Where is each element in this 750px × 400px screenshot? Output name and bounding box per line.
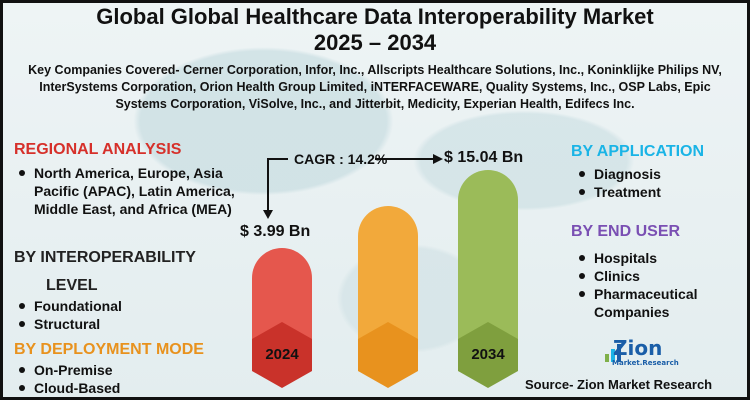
end-year-label: 2034 — [471, 346, 505, 363]
start-value-label: $ 3.99 Bn — [240, 223, 311, 240]
application-list: Diagnosis Treatment — [576, 165, 741, 201]
list-item: On-Premise — [16, 361, 216, 379]
application-heading: BY APPLICATION — [571, 143, 705, 160]
cagr-arrow — [267, 158, 435, 212]
end-value-label: $ 15.04 Bn — [444, 149, 524, 166]
interoperability-list: Foundational Structural — [16, 297, 216, 333]
arrow-head-down — [263, 210, 273, 219]
deployment-heading: BY DEPLOYMENT MODE — [14, 341, 204, 358]
interoperability-heading: BY INTEROPERABILITY LEVEL — [14, 248, 196, 296]
title-line-2: 2025 – 2034 — [313, 30, 437, 55]
list-item: Clinics — [576, 267, 741, 285]
arrow-head-right — [433, 154, 443, 164]
end-user-heading: BY END USER — [571, 223, 681, 240]
bar-2034 — [458, 170, 518, 340]
logo-sub: Market.Research — [612, 359, 679, 367]
deployment-list: On-Premise Cloud-Based — [16, 361, 216, 397]
title-line-1: Global Global Healthcare Data Interopera… — [96, 4, 654, 29]
regional-list: North America, Europe, Asia Pacific (APA… — [16, 164, 241, 218]
hexagon-2034 — [458, 322, 518, 388]
list-item: Hospitals — [576, 249, 741, 267]
page-title: Global Global Healthcare Data Interopera… — [0, 4, 750, 56]
hexagon-2024 — [252, 322, 312, 388]
source-text: Source- Zion Market Research — [525, 377, 713, 392]
logo-name: Zion — [613, 336, 663, 360]
zion-logo-icon — [605, 344, 621, 362]
bar-middle — [358, 206, 418, 340]
list-item: Cloud-Based — [16, 379, 216, 397]
regional-heading: REGIONAL ANALYSIS — [14, 141, 182, 158]
list-item: Pharmaceutical Companies — [576, 285, 741, 321]
start-year-label: 2024 — [265, 346, 299, 363]
hexagon-middle — [358, 322, 418, 388]
list-item: Structural — [16, 315, 216, 333]
bar-2024 — [252, 248, 312, 340]
key-companies: Key Companies Covered- Cerner Corporatio… — [28, 63, 722, 111]
end-user-list: Hospitals Clinics Pharmaceutical Compani… — [576, 249, 741, 321]
cagr-label: CAGR : 14.2% — [294, 151, 388, 167]
list-item: Diagnosis — [576, 165, 741, 183]
interoperability-heading-line2: LEVEL — [46, 277, 98, 294]
list-item: Treatment — [576, 183, 741, 201]
interoperability-heading-line1: BY INTEROPERABILITY — [14, 249, 196, 266]
list-item: North America, Europe, Asia Pacific (APA… — [16, 164, 241, 218]
list-item: Foundational — [16, 297, 216, 315]
